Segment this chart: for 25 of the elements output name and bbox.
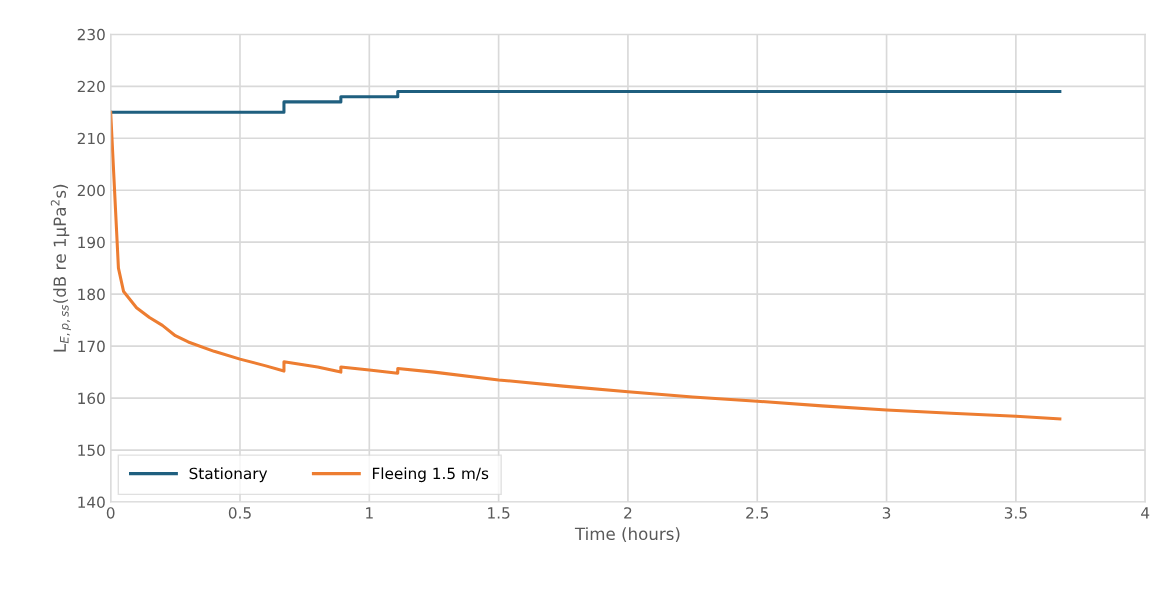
- x-tick-label: 2: [624, 507, 632, 519]
- y-tick-label: 170: [78, 340, 105, 353]
- x-tick-label: 2.5: [746, 507, 769, 519]
- legend-label: Stationary: [189, 467, 268, 483]
- y-tick-label: 160: [78, 392, 105, 405]
- line-series: [110, 89, 1062, 114]
- x-tick-label: 3: [882, 507, 891, 519]
- y-tick-label: 220: [77, 80, 105, 93]
- x-tick-label: 1: [366, 507, 373, 519]
- y-axis-title: L$_{E,p,ss}$(dB re 1μPa$^{2}$s): [50, 184, 71, 352]
- x-tick-label: 1.5: [488, 507, 510, 519]
- x-tick-label: 0: [106, 507, 115, 519]
- y-tick-label: 210: [77, 132, 105, 145]
- y-tick-label: 200: [77, 184, 105, 197]
- x-tick-label: 3.5: [1004, 507, 1027, 519]
- y-tick-label: 180: [78, 288, 105, 301]
- y-tick-label: 140: [78, 496, 105, 509]
- y-tick-label: 230: [77, 28, 105, 41]
- y-tick-label: 150: [78, 444, 105, 457]
- y-tick-label: 190: [78, 236, 105, 249]
- x-tick-label: 4: [1141, 507, 1150, 519]
- legend-label: Fleeing 1.5 m/s: [372, 467, 489, 483]
- x-tick-label: 0.5: [228, 507, 251, 519]
- x-axis-title: Time (hours): [574, 527, 680, 543]
- line-series: [110, 110, 1062, 421]
